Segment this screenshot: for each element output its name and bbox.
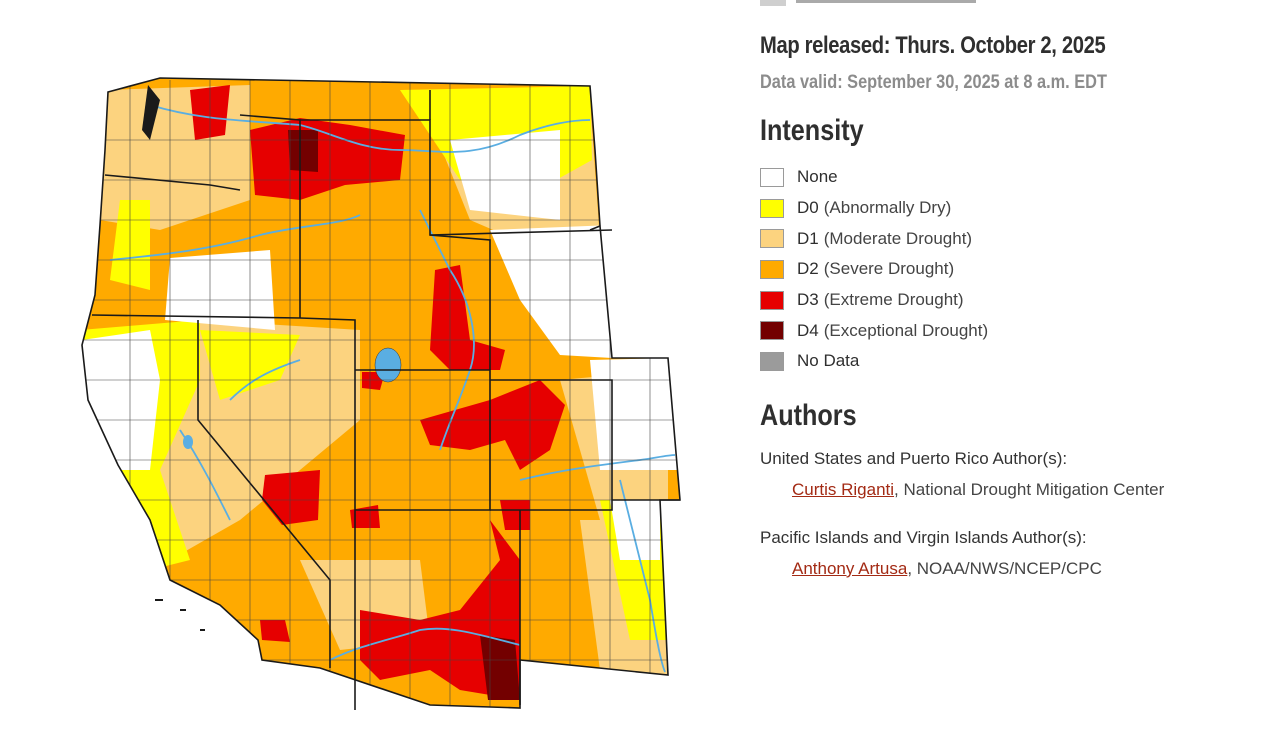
legend-code: D0 — [797, 198, 819, 218]
cut-off-legend-item — [760, 0, 1000, 8]
author-group-label: United States and Puerto Rico Author(s): — [760, 448, 1068, 468]
legend-code: None — [797, 167, 838, 187]
author-link-curtis-riganti[interactable]: Curtis Riganti — [792, 479, 895, 499]
legend-swatch-none — [760, 167, 784, 187]
legend-swatch-d1 — [760, 229, 784, 249]
intensity-legend: None D0 (Abnormally Dry) D1 (Moderate Dr… — [760, 162, 1260, 377]
legend-item-d2: D2 (Severe Drought) — [760, 254, 1260, 285]
author-line: Anthony Artusa, NOAA/NWS/NCEP/CPC — [792, 559, 1260, 583]
legend-desc: (Moderate Drought) — [823, 228, 973, 248]
authors-heading: Authors — [760, 398, 857, 432]
legend-code: D1 — [797, 228, 819, 248]
legend-item-d1: D1 (Moderate Drought) — [760, 223, 1260, 254]
drought-map — [60, 60, 700, 720]
legend-code: D4 — [797, 320, 819, 340]
intensity-heading: Intensity — [760, 114, 864, 147]
legend-code: D3 — [797, 290, 819, 310]
info-panel: Map released: Thurs. October 2, 2025 Dat… — [760, 32, 1260, 583]
legend-item-d3: D3 (Extreme Drought) — [760, 285, 1260, 316]
author-group-label: Pacific Islands and Virgin Islands Autho… — [760, 527, 1087, 547]
legend-item-d0: D0 (Abnormally Dry) — [760, 193, 1260, 224]
author-link-anthony-artusa[interactable]: Anthony Artusa — [792, 558, 908, 578]
map-released-date: Map released: Thurs. October 2, 2025 — [760, 32, 1106, 59]
drought-map-svg — [81, 77, 681, 710]
author-affiliation: , National Drought Mitigation Center — [894, 479, 1165, 499]
legend-swatch-d4 — [760, 321, 784, 341]
legend-desc: (Severe Drought) — [823, 259, 955, 279]
legend-code: No Data — [797, 351, 860, 371]
legend-item-d4: D4 (Exceptional Drought) — [760, 315, 1260, 346]
legend-swatch-no-data — [760, 351, 784, 371]
legend-desc: (Extreme Drought) — [823, 290, 964, 310]
legend-desc: (Abnormally Dry) — [823, 198, 952, 218]
author-affiliation: , NOAA/NWS/NCEP/CPC — [907, 558, 1102, 578]
legend-item-none: None — [760, 162, 1260, 193]
legend-swatch-d3 — [760, 290, 784, 310]
legend-code: D2 — [797, 259, 819, 279]
legend-desc: (Exceptional Drought) — [823, 320, 989, 340]
legend-swatch-d2 — [760, 259, 784, 279]
legend-swatch-d0 — [760, 198, 784, 218]
legend-item-no-data: No Data — [760, 346, 1260, 377]
author-line: Curtis Riganti, National Drought Mitigat… — [792, 480, 1260, 504]
data-valid-date: Data valid: September 30, 2025 at 8 a.m.… — [760, 72, 1107, 93]
